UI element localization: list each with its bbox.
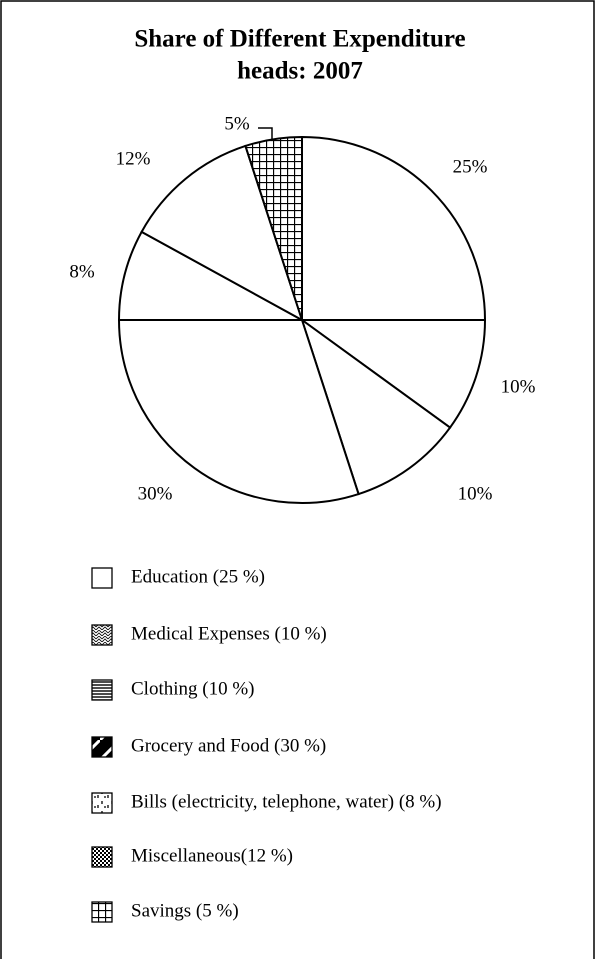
legend-label: Savings (5 %) — [131, 900, 239, 921]
legend-label: Clothing (10 %) — [131, 678, 255, 699]
legend-label: Medical Expenses (10 %) — [131, 623, 327, 644]
pie — [117, 135, 487, 504]
legend-label: Education (25 %) — [131, 566, 265, 587]
legend-label: Grocery and Food (30 %) — [131, 735, 326, 756]
labels: 25% 10% 10% 30% 8% 12% 5% — [69, 113, 535, 504]
pie-slice — [244, 135, 303, 321]
legend-swatch — [91, 624, 113, 646]
chart-title: heads: 2007 — [237, 58, 363, 85]
legend-label: Miscellaneous(12 %) — [131, 845, 293, 866]
value-label: 12% — [116, 148, 151, 169]
pie-slice — [117, 230, 303, 321]
chart-title: Share of Different Expenditure — [134, 26, 465, 53]
pie-slice — [298, 319, 487, 429]
leader-line — [258, 127, 273, 140]
legend-swatch — [91, 567, 113, 589]
value-label: 10% — [501, 376, 536, 397]
legend-swatch — [91, 901, 113, 923]
value-label: 25% — [453, 156, 488, 177]
pie-slice — [117, 319, 360, 504]
legend-swatch — [91, 846, 113, 868]
legend-swatch — [91, 679, 113, 701]
pie-slice — [300, 317, 452, 496]
value-label: 5% — [224, 113, 250, 134]
legend: Education (25 %) Medical Expenses (10 %) C… — [91, 566, 442, 923]
legend-swatch — [91, 792, 113, 814]
legend-swatch — [91, 736, 113, 758]
pie-slice — [140, 144, 304, 323]
value-label: 30% — [138, 483, 173, 504]
value-label: 10% — [458, 483, 493, 504]
pie-slice — [301, 135, 487, 321]
legend-label: Bills (electricity, telephone, water) (8… — [131, 791, 442, 812]
value-label: 8% — [69, 261, 95, 282]
